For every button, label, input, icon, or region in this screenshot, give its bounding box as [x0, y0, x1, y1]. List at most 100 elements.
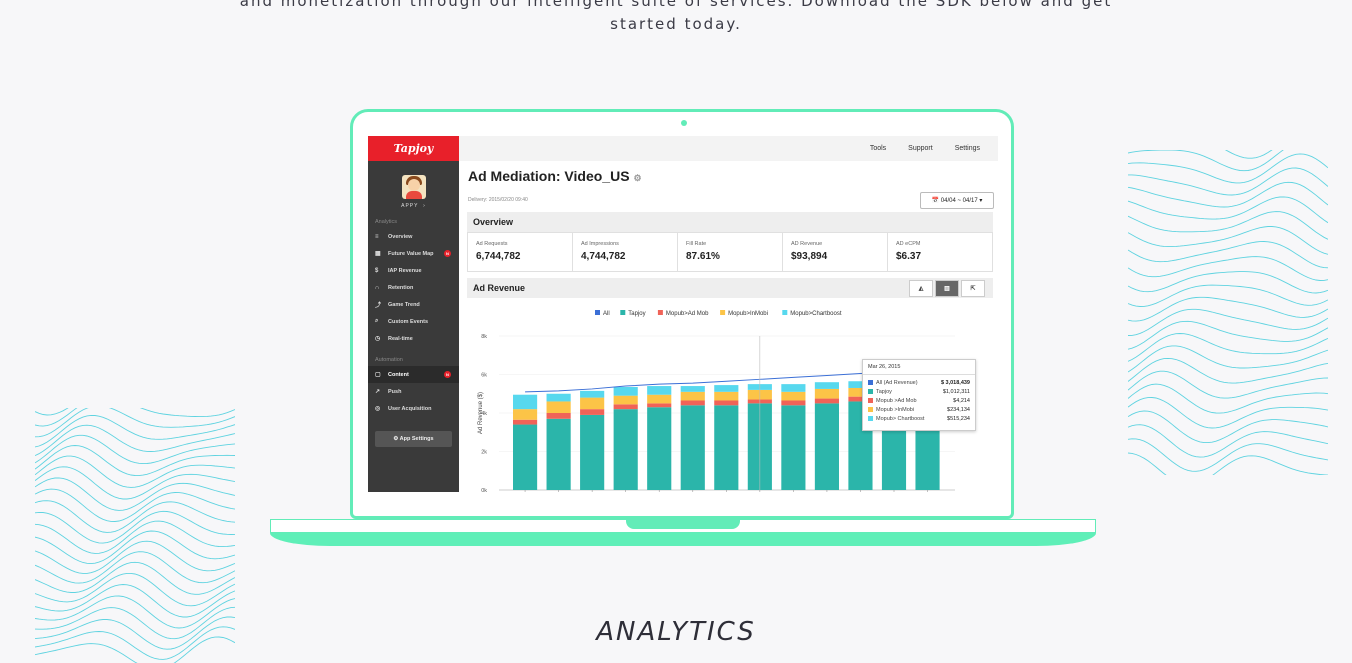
sidebar-item-label: User Acquisition [388, 405, 432, 412]
list-icon: ≡ [375, 233, 379, 240]
sidebar-item-label: Future Value Map [388, 250, 434, 257]
bar-segment [546, 401, 571, 413]
sidebar-item-user-acquisition[interactable]: ◎ User Acquisition [368, 400, 459, 417]
sidebar-item-custom-events[interactable]: ⌕ Custom Events [368, 313, 459, 330]
legend-swatch [782, 310, 788, 315]
sidebar-item-label: Content [388, 371, 409, 378]
bar-segment [781, 391, 806, 401]
bar-segment [647, 407, 672, 490]
bar-segment [848, 387, 873, 397]
legend-swatch [720, 310, 726, 315]
bar-chart-icon[interactable]: ▥ [935, 280, 959, 297]
target-icon: ◎ [375, 406, 381, 412]
bar-segment [814, 388, 839, 399]
tapjoy-logo[interactable]: Tapjoy [368, 136, 459, 161]
sidebar-item-label: Push [388, 388, 402, 395]
bar-segment [714, 405, 739, 490]
bar-segment [714, 391, 739, 401]
content-icon: ▢ [375, 372, 381, 378]
nav-support[interactable]: Support [908, 145, 933, 152]
avatar[interactable] [401, 175, 426, 199]
gear-icon[interactable]: ⚙ [633, 173, 642, 183]
legend-swatch [657, 310, 663, 315]
legend-label: Mopub>InMobi [728, 311, 768, 317]
topographic-lines [35, 408, 235, 663]
app-settings-button[interactable]: ⚙ App Settings [375, 431, 452, 447]
chart-tooltip: Mar 26, 2015 All (Ad Revenue) $ 3,018,439… [862, 359, 976, 431]
ad-revenue-header: Ad Revenue ◭ ▥ ⇱ [467, 278, 993, 298]
sidebar-item-retention[interactable]: ∩ Retention [368, 279, 459, 296]
tooltip-row: Mopub >InMobi $234,134 [863, 405, 975, 414]
topographic-pattern-right [1128, 150, 1328, 475]
legend-label: Mopub>Ad Mob [666, 311, 709, 317]
tooltip-value: $1,012,311 [942, 388, 970, 395]
main-panel: Tools Support Settings Ad Mediation: Vid… [459, 136, 998, 492]
bar-segment [848, 396, 873, 402]
sidebar-item-push[interactable]: ↗ Push [368, 383, 459, 400]
legend-label: Tapjoy [628, 311, 645, 317]
sidebar-item-future-value-map[interactable]: ▦ Future Value Map N [368, 245, 459, 262]
sidebar-item-content[interactable]: ▢ Content N [368, 366, 459, 383]
date-range-picker[interactable]: 📅 04/04 ~ 04/17 ▾ [920, 192, 994, 209]
bar-segment [580, 409, 605, 415]
sidebar-item-iap-revenue[interactable]: $ IAP Revenue [368, 262, 459, 279]
nav-settings[interactable]: Settings [954, 145, 980, 152]
legend-label: Mopub>Chartboost [790, 311, 842, 317]
bar-segment [781, 405, 806, 490]
kpi-ad-revenue: AD Revenue $93,894 [783, 233, 888, 271]
bar-segment [647, 386, 672, 395]
bar-segment [613, 387, 638, 396]
legend-swatch [868, 398, 873, 403]
tooltip-series: Tapjoy [876, 388, 892, 395]
sidebar-item-label: Game Trend [388, 301, 420, 308]
delivery-time: Delivery: 2015/02/20 09:40 [468, 197, 528, 203]
sidebar-item-real-time[interactable]: ◷ Real-time [368, 330, 459, 347]
sidebar-item-game-trend[interactable]: ⤴ Game Trend [368, 296, 459, 313]
dollar-icon: $ [375, 267, 379, 274]
dashboard-screenshot: Tapjoy APPY › Analytics ≡ Overview ▦ Future… [368, 136, 998, 492]
kpi-value: 6,744,782 [476, 251, 521, 262]
tooltip-row: All (Ad Revenue) $ 3,018,439 [863, 378, 975, 387]
bar-segment [814, 382, 839, 389]
nav-tools[interactable]: Tools [869, 145, 887, 152]
bar-segment [580, 414, 605, 490]
kpi-value: 87.61% [686, 251, 720, 262]
laptop-base-bottom [270, 533, 1096, 546]
bar-segment [714, 400, 739, 406]
legend-label: All [603, 311, 610, 317]
bar-segment [580, 390, 605, 398]
kpi-label: Ad Impressions [581, 241, 619, 247]
area-chart-icon[interactable]: ◭ [909, 280, 933, 297]
y-tick-label: 8k [481, 334, 487, 340]
bar-segment [580, 397, 605, 410]
tooltip-series: Mopub >Ad Mob [876, 397, 917, 404]
legend-swatch [620, 310, 626, 315]
bar-segment [781, 384, 806, 392]
bar-segment [647, 394, 672, 404]
bar-segment [613, 395, 638, 405]
kpi-ad-ecpm: AD eCPM $6.37 [888, 233, 992, 271]
bar-segment [781, 400, 806, 406]
topographic-lines [1128, 150, 1328, 475]
tooltip-value: $ 3,018,439 [940, 379, 970, 386]
tooltip-series: Mopub >InMobi [876, 406, 915, 413]
bar-segment [814, 398, 839, 404]
bar-segment [680, 405, 705, 490]
share-icon[interactable]: ⇱ [961, 280, 985, 297]
user-name[interactable]: APPY › [401, 203, 426, 209]
trend-icon: ⤴ [375, 303, 382, 309]
bar-segment [814, 403, 839, 490]
sidebar-item-label: Real-time [388, 335, 413, 342]
section-title: ANALYTICS [596, 617, 756, 647]
laptop-camera [681, 120, 687, 126]
kpi-value: $93,894 [791, 251, 828, 262]
legend-swatch [868, 380, 873, 385]
legend-swatch [595, 310, 600, 315]
kpi-label: Ad Requests [476, 241, 508, 247]
tooltip-series: All (Ad Revenue) [876, 379, 918, 386]
tooltip-row: Tapjoy $1,012,311 [863, 387, 975, 396]
section-automation: Automation [375, 357, 403, 363]
sidebar-item-overview[interactable]: ≡ Overview [368, 228, 459, 245]
logo-text: Tapjoy [393, 142, 434, 155]
sidebar-item-label: Overview [388, 233, 413, 240]
